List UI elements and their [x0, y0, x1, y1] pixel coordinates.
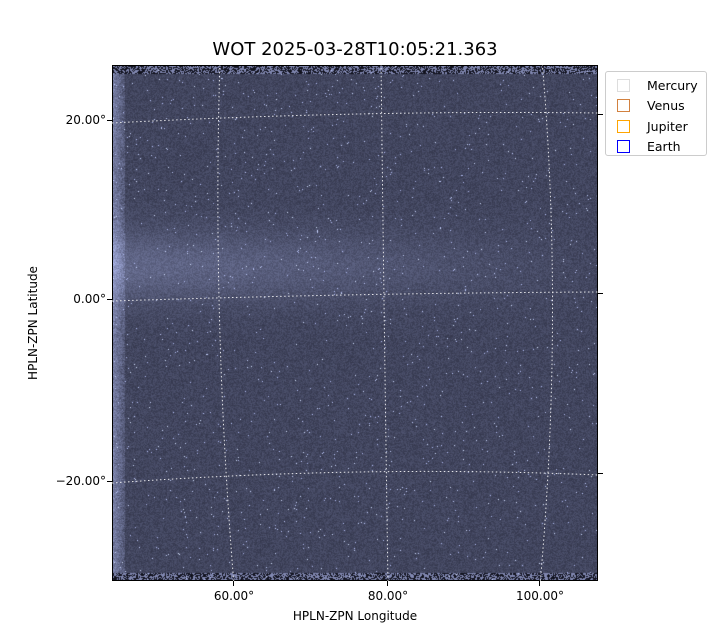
legend-label: Jupiter [647, 118, 688, 134]
grid-lat-20 [112, 111, 598, 124]
legend-swatch [617, 140, 630, 154]
y-tick-mark [107, 481, 112, 482]
legend-swatch [617, 119, 630, 133]
legend-swatch [617, 78, 630, 92]
chart-title: WOT 2025-03-28T10:05:21.363 [212, 39, 498, 60]
x-tick-mark [387, 581, 388, 586]
x-tick-mark [539, 581, 540, 586]
y-tick-label: −20.00° [55, 474, 106, 488]
y-tick-label: 0.00° [73, 292, 106, 306]
legend-swatch [617, 99, 630, 113]
y-tick-label: 20.00° [65, 113, 106, 127]
legend-item-jupiter: Jupiter [617, 116, 706, 137]
legend-label: Venus [647, 98, 685, 114]
grid-lon-80 [380, 65, 389, 581]
legend-item-mercury: Mercury [617, 75, 706, 96]
y-axis-label: HPLN-ZPN Latitude [26, 266, 40, 380]
legend-label: Mercury [647, 77, 698, 93]
legend-label: Earth [647, 139, 681, 155]
legend-item-earth: Earth [617, 137, 706, 158]
solar-image [113, 66, 597, 580]
legend: Mercury Venus Jupiter Earth [605, 71, 707, 156]
y-tick-mark [107, 299, 112, 300]
x-tick-label: 100.00° [516, 589, 564, 603]
x-axis-label: HPLN-ZPN Longitude [292, 609, 418, 623]
x-tick-label: 80.00° [367, 589, 409, 603]
grid-lon-60 [217, 65, 235, 581]
y-tick-mark-right [598, 473, 603, 474]
y-tick-mark [107, 120, 112, 121]
grid-lat-m20 [112, 470, 598, 484]
y-tick-mark-right [598, 293, 603, 294]
coordinate-grid [112, 65, 598, 581]
grid-lon-100 [539, 65, 554, 581]
grid-lat-0 [112, 291, 598, 302]
x-tick-label: 60.00° [213, 589, 255, 603]
y-tick-mark-right [598, 114, 603, 115]
legend-item-venus: Venus [617, 96, 706, 117]
image-axes [112, 65, 598, 581]
x-tick-mark [233, 581, 234, 586]
